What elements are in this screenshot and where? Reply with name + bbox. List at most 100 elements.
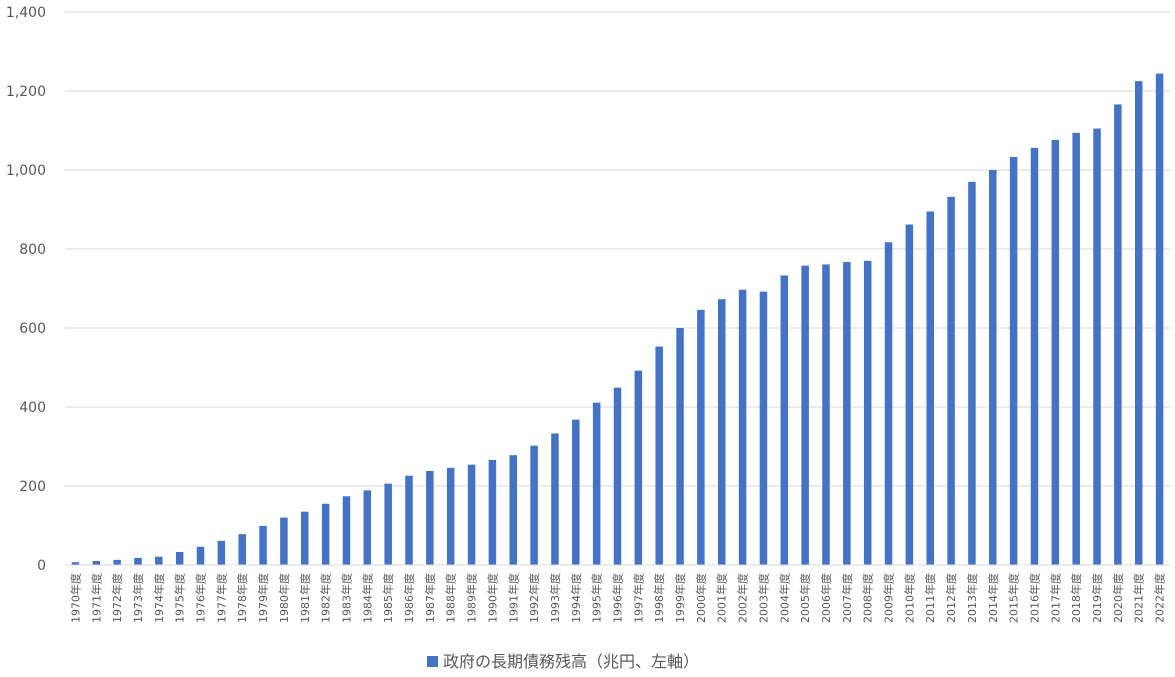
x-tick-label: 1980年度 (277, 573, 291, 623)
x-tick-label: 1997年度 (631, 573, 645, 623)
x-tick-label: 2004年度 (777, 573, 791, 623)
x-tick-label: 2001年度 (715, 573, 729, 623)
x-tick-label: 1981年度 (298, 573, 312, 623)
x-tick-label: 2013年度 (965, 573, 979, 623)
bar (280, 517, 288, 565)
x-tick-label: 1996年度 (611, 573, 625, 623)
bar (572, 419, 580, 565)
gridlines (65, 11, 1170, 487)
x-tick-label: 1979年度 (256, 573, 270, 623)
legend: 政府の長期債務残高（兆円、左軸） (427, 652, 699, 671)
x-tick-label: 1977年度 (214, 573, 228, 623)
x-tick-label: 1976年度 (194, 573, 208, 623)
x-tick-label: 2003年度 (756, 573, 770, 623)
x-tick-label: 2022年度 (1153, 573, 1167, 623)
x-tick-label: 1995年度 (590, 573, 604, 623)
y-axis-tick-labels: 0 200 400 600 800 1,000 1,200 1,400 (6, 5, 46, 574)
x-tick-label: 1972年度 (110, 573, 124, 623)
x-tick-label: 2011年度 (923, 573, 937, 623)
x-tick-label: 2007年度 (840, 573, 854, 623)
bar (947, 196, 955, 566)
x-tick-label: 1987年度 (423, 573, 437, 623)
bar (613, 387, 622, 565)
bar (1072, 132, 1080, 565)
bar (321, 503, 330, 565)
x-tick-label: 1992年度 (527, 573, 541, 623)
bar (426, 470, 434, 565)
x-tick-label: 2019年度 (1090, 573, 1104, 623)
bar (217, 540, 226, 565)
x-tick-label: 1986年度 (402, 573, 416, 623)
x-tick-label: 2016年度 (1027, 573, 1041, 623)
bar (238, 534, 246, 565)
bar (1051, 139, 1060, 566)
x-tick-label: 1975年度 (173, 573, 187, 623)
x-tick-label: 1994年度 (569, 573, 583, 623)
x-tick-label: 2015年度 (1007, 573, 1021, 623)
x-tick-label: 1991年度 (506, 573, 520, 623)
x-tick-label: 1985年度 (381, 573, 395, 623)
bar (363, 490, 372, 565)
x-tick-label: 1999年度 (673, 573, 687, 623)
y-tick-label: 400 (19, 400, 46, 416)
bar (509, 455, 518, 565)
x-tick-label: 1998年度 (652, 573, 666, 623)
bar (717, 299, 726, 565)
x-tick-label: 2012年度 (944, 573, 958, 623)
bar (655, 346, 663, 565)
x-tick-label: 1988年度 (444, 573, 458, 623)
x-tick-label: 2002年度 (736, 573, 750, 623)
x-tick-label: 1982年度 (319, 573, 333, 623)
legend-label: 政府の長期債務残高（兆円、左軸） (443, 652, 699, 671)
x-tick-label: 2000年度 (694, 573, 708, 623)
bar (926, 211, 934, 565)
bar (676, 328, 684, 565)
bar (384, 483, 392, 565)
bar (488, 459, 497, 565)
x-tick-label: 2008年度 (861, 573, 875, 623)
legend-swatch (427, 656, 438, 667)
x-tick-label: 2017年度 (1048, 573, 1062, 623)
bar (592, 402, 601, 565)
bar (1134, 81, 1143, 565)
x-tick-label: 1971年度 (89, 573, 103, 623)
bar (905, 224, 914, 565)
bar (1093, 128, 1101, 565)
bar-series (71, 73, 1164, 566)
bar (530, 445, 538, 565)
bar (301, 511, 309, 565)
x-tick-label: 1983年度 (339, 573, 353, 623)
bar (1009, 156, 1018, 565)
bar (342, 496, 351, 565)
x-tick-label: 1993年度 (548, 573, 562, 623)
bar (92, 561, 101, 565)
x-tick-label: 2009年度 (882, 573, 896, 623)
x-tick-label: 1990年度 (485, 573, 499, 623)
bar (113, 559, 121, 565)
bar (175, 551, 184, 565)
bar (759, 291, 768, 565)
x-tick-label: 1978年度 (235, 573, 249, 623)
x-tick-label: 2018年度 (1069, 573, 1083, 623)
bar (405, 475, 413, 565)
bar (1030, 147, 1039, 565)
bar (801, 265, 809, 565)
bar (259, 525, 267, 565)
bar (467, 464, 476, 565)
bar (71, 562, 80, 565)
x-axis-tick-labels: 1970年度 1971年度 1972年度 1973年度 1974年度 1975年度 1976… (68, 573, 1166, 623)
bar (551, 433, 559, 565)
bar (634, 370, 643, 565)
x-tick-label: 1974年度 (152, 573, 166, 623)
bar (843, 262, 851, 565)
x-tick-label: 2020年度 (1111, 573, 1125, 623)
x-tick-label: 2021年度 (1132, 573, 1146, 623)
bar (968, 181, 976, 565)
bar (446, 467, 455, 565)
bar (697, 309, 705, 565)
x-tick-label: 2010年度 (902, 573, 916, 623)
x-tick-label: 1973年度 (131, 573, 145, 623)
y-tick-label: 800 (19, 242, 46, 258)
x-tick-label: 2006年度 (819, 573, 833, 623)
